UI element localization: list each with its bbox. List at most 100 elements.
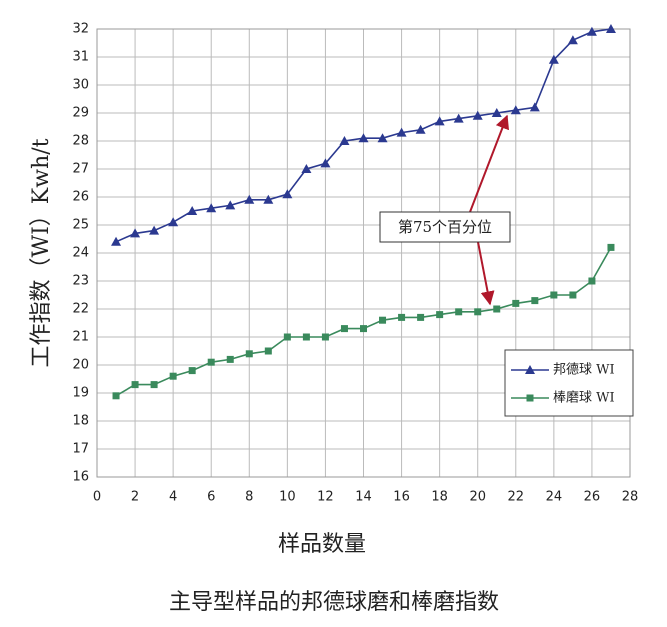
y-tick-label: 18 (72, 414, 89, 429)
annotation-arrow (477, 241, 495, 306)
y-tick-label: 22 (72, 302, 89, 317)
x-tick-label: 14 (355, 490, 372, 505)
point (415, 124, 426, 134)
point (244, 194, 255, 204)
y-tick-label: 19 (72, 386, 89, 401)
point (112, 392, 120, 400)
point (510, 105, 521, 115)
point (111, 236, 122, 246)
x-tick-label: 20 (469, 490, 486, 505)
x-tick-label: 4 (169, 490, 177, 505)
y-tick-label: 20 (72, 358, 89, 373)
y-tick-label: 25 (72, 218, 89, 233)
y-tick-label: 23 (72, 274, 89, 289)
annotation-arrow (469, 114, 510, 213)
y-tick-label: 31 (72, 50, 89, 65)
y-tick-label: 21 (72, 330, 89, 345)
x-tick-label: 22 (508, 490, 525, 505)
y-tick-label: 30 (72, 78, 89, 93)
x-tick-label: 6 (207, 490, 215, 505)
point (283, 333, 291, 341)
point (188, 367, 196, 375)
point (472, 110, 483, 120)
point (358, 133, 369, 143)
x-tick-label: 0 (93, 490, 101, 505)
point (225, 200, 236, 210)
x-tick-label: 18 (431, 490, 448, 505)
point (302, 333, 310, 341)
point (569, 291, 577, 299)
point (339, 136, 350, 145)
point (588, 277, 596, 285)
y-axis-title: 工作指数（WI）Kwh/t (29, 138, 54, 367)
point (264, 347, 272, 355)
y-tick-label: 17 (72, 442, 89, 457)
legend-label: 棒磨球 WI (553, 391, 615, 406)
point (301, 164, 312, 173)
point (436, 311, 444, 319)
point (525, 365, 535, 374)
y-tick-label: 29 (72, 106, 89, 121)
point (320, 158, 331, 168)
plot: 邦德球 WI 棒磨球 WI (111, 24, 634, 417)
y-tick-label: 32 (72, 22, 89, 37)
point (169, 372, 177, 380)
point (398, 313, 406, 321)
point (263, 194, 274, 204)
point (605, 24, 616, 33)
x-tick-label: 24 (546, 490, 563, 505)
point (453, 113, 464, 123)
point (567, 35, 578, 45)
point (512, 299, 520, 307)
x-tick-label: 16 (393, 490, 410, 505)
point (396, 127, 407, 137)
point (586, 26, 597, 36)
point (417, 313, 425, 321)
point (321, 333, 329, 341)
point (377, 133, 388, 143)
point (531, 297, 539, 305)
point (493, 305, 501, 313)
point (131, 381, 139, 389)
legend-box (504, 349, 634, 417)
point (474, 308, 482, 316)
point (607, 243, 615, 251)
x-tick-label: 28 (622, 490, 639, 505)
y-tick-label: 27 (72, 162, 89, 177)
x-tick-label: 8 (245, 490, 253, 505)
point (360, 325, 367, 333)
plot-border (96, 28, 631, 478)
point (207, 358, 215, 366)
point (226, 355, 234, 363)
x-tick-label: 2 (131, 490, 139, 505)
annotation-box (379, 211, 511, 243)
point (340, 325, 348, 333)
caption: 主导型样品的邦德球磨和棒磨指数 (169, 590, 499, 615)
point (548, 54, 559, 64)
legend-label: 邦德球 WI (553, 363, 615, 378)
y-tick-label: 24 (72, 246, 89, 261)
y-tick-label: 16 (72, 470, 89, 485)
point (150, 381, 158, 389)
point (149, 225, 160, 235)
y-tick-label: 26 (72, 190, 89, 205)
point (379, 316, 387, 324)
x-tick-label: 26 (584, 490, 601, 505)
point (130, 228, 141, 238)
point (550, 291, 558, 299)
point (526, 394, 534, 402)
point (168, 217, 179, 227)
point (187, 206, 198, 215)
point (455, 308, 463, 316)
point (529, 102, 540, 112)
annotation: 第75个百分位 (398, 218, 492, 236)
x-tick-label: 10 (279, 490, 296, 505)
point (245, 350, 253, 358)
x-axis-title: 样品数量 (278, 532, 366, 557)
point (434, 116, 445, 126)
point (206, 203, 217, 213)
point (282, 189, 293, 199)
y-tick-label: 28 (72, 134, 89, 149)
